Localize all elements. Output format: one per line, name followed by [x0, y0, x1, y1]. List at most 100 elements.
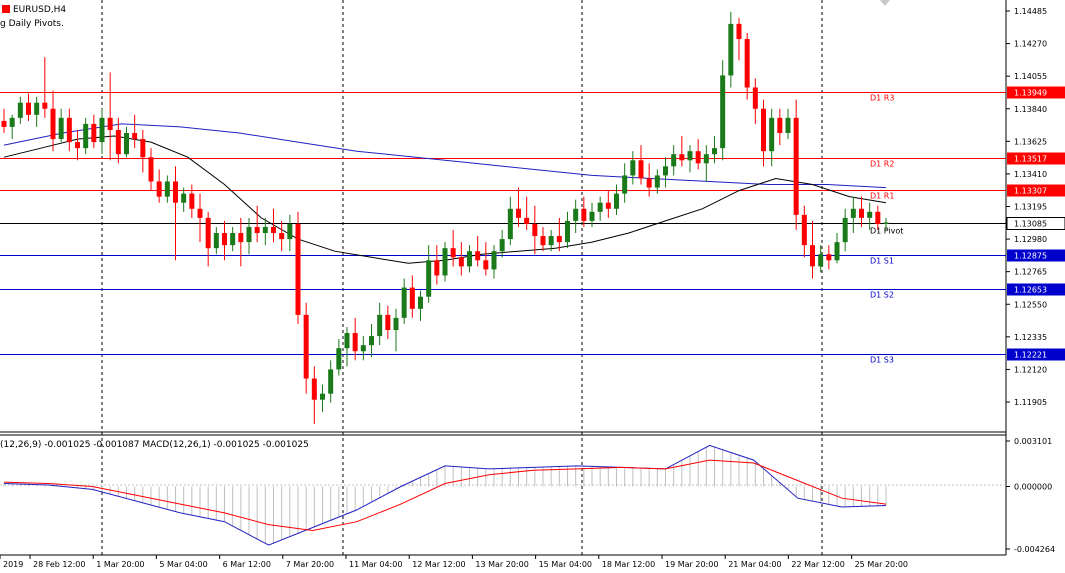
- candle-body: [581, 208, 587, 221]
- macd-tick-label: 0.003101: [1014, 437, 1052, 446]
- pivot-levels: D1 R3 1.13949 D1 R2 1.13517 D1 R1 1.13307 D1 P…: [0, 86, 1065, 365]
- candle-body: [156, 181, 162, 197]
- candle-body: [818, 254, 824, 267]
- price-tag: [1007, 283, 1065, 296]
- price-tick-label: 1.13195: [1014, 203, 1047, 212]
- candle-body: [246, 226, 252, 243]
- candle-body: [352, 333, 358, 352]
- scroll-marker-icon[interactable]: [880, 0, 890, 6]
- candle-body: [859, 208, 864, 218]
- candle-body: [654, 175, 660, 188]
- pivot-level-label: D1 Pivot: [870, 227, 903, 236]
- candle-body: [385, 314, 391, 331]
- candle-body: [279, 233, 285, 240]
- macd-main-line: [3, 444, 887, 546]
- candle-body: [148, 157, 154, 182]
- candle-body: [34, 102, 40, 115]
- candle-body: [793, 117, 799, 215]
- macd-signal-line: [3, 459, 887, 532]
- candle-body: [671, 154, 677, 167]
- candle-body: [507, 208, 513, 240]
- price-tag-text: 1.12875: [1014, 252, 1047, 261]
- candle-body: [320, 393, 325, 400]
- candle-body: [875, 211, 881, 224]
- candle-body: [418, 296, 423, 309]
- candle-body: [646, 178, 652, 188]
- candle-body: [785, 117, 791, 133]
- candle-body: [801, 214, 807, 246]
- time-tick-label: 6 Mar 12:00: [223, 560, 271, 569]
- candle-body: [728, 23, 734, 76]
- candle-body: [311, 378, 317, 400]
- candle-body: [589, 211, 595, 221]
- candle-body: [189, 193, 195, 209]
- price-tick-label: 1.13625: [1014, 137, 1047, 146]
- candle-body: [744, 39, 750, 88]
- candle-body: [769, 117, 775, 152]
- price-tag: [1007, 184, 1065, 197]
- candle-body: [295, 223, 301, 315]
- candle-body: [140, 139, 146, 158]
- candle-body: [393, 317, 399, 331]
- candle-body: [752, 87, 758, 109]
- candle-body: [442, 248, 448, 276]
- macd-axis: 0.003101 0.000000 -0.004264: [1006, 437, 1055, 554]
- candle-body: [883, 222, 889, 224]
- candle-body: [107, 117, 113, 130]
- pivot-level-label: D1 S2: [870, 291, 894, 300]
- pivot-level-label: D1 R1: [870, 192, 894, 201]
- price-tag-text: 1.13085: [1014, 220, 1047, 229]
- candle-body: [124, 132, 129, 155]
- symbol-label: EURUSD,H4: [13, 5, 66, 15]
- price-tag-text: 1.12221: [1014, 351, 1047, 360]
- candle-body: [230, 233, 236, 246]
- pivot-level-label: D1 R2: [870, 160, 894, 169]
- candle-body: [369, 336, 374, 346]
- candle-body: [26, 102, 31, 115]
- price-tick-label: 1.11905: [1014, 398, 1047, 407]
- candle-body: [401, 287, 407, 318]
- time-tick-label: 15 Mar 04:00: [539, 560, 592, 569]
- price-tag-text: 1.12653: [1014, 286, 1047, 295]
- candle-body: [556, 236, 562, 243]
- candle-body: [703, 154, 709, 164]
- candle-body: [597, 202, 603, 212]
- price-tag-text: 1.13949: [1014, 89, 1047, 98]
- indicator-label: g Daily Pivots.: [0, 19, 64, 29]
- candle-body: [458, 257, 464, 267]
- price-tag: [1007, 86, 1065, 99]
- price-tick-label: 1.12550: [1014, 300, 1047, 309]
- pivot-level-label: D1 S3: [870, 356, 894, 365]
- time-tick-label: 19 Mar 20:00: [665, 560, 718, 569]
- candle-body: [254, 226, 260, 234]
- candle-body: [164, 181, 170, 197]
- price-tag: [1007, 152, 1065, 165]
- time-tick-label: 11 Mar 04:00: [349, 560, 402, 569]
- candle-body: [287, 223, 293, 240]
- candle-body: [467, 251, 472, 267]
- candle-body: [115, 129, 121, 155]
- candle-body: [328, 369, 334, 394]
- candlestick-series: [1, 11, 889, 424]
- candle-body: [834, 242, 840, 261]
- macd-histogram: [3, 447, 887, 544]
- candle-body: [777, 117, 783, 133]
- price-tick-label: 1.14485: [1014, 7, 1047, 16]
- candle-body: [475, 251, 481, 261]
- moving-average-blue: [3, 123, 887, 189]
- candle-body: [197, 208, 203, 218]
- candle-body: [663, 166, 668, 176]
- price-tag: [1007, 348, 1065, 361]
- candle-body: [91, 123, 97, 143]
- candle-body: [9, 117, 15, 127]
- pivot-level-label: D1 S1: [870, 257, 894, 266]
- candle-body: [213, 233, 219, 249]
- price-tag-text: 1.13517: [1014, 155, 1047, 164]
- price-tick-label: 1.12120: [1014, 365, 1047, 374]
- candle-body: [377, 314, 383, 337]
- candle-body: [50, 108, 56, 140]
- candle-body: [638, 160, 644, 179]
- price-tick-label: 1.13410: [1014, 170, 1047, 179]
- price-tick-label: 1.14270: [1014, 40, 1047, 49]
